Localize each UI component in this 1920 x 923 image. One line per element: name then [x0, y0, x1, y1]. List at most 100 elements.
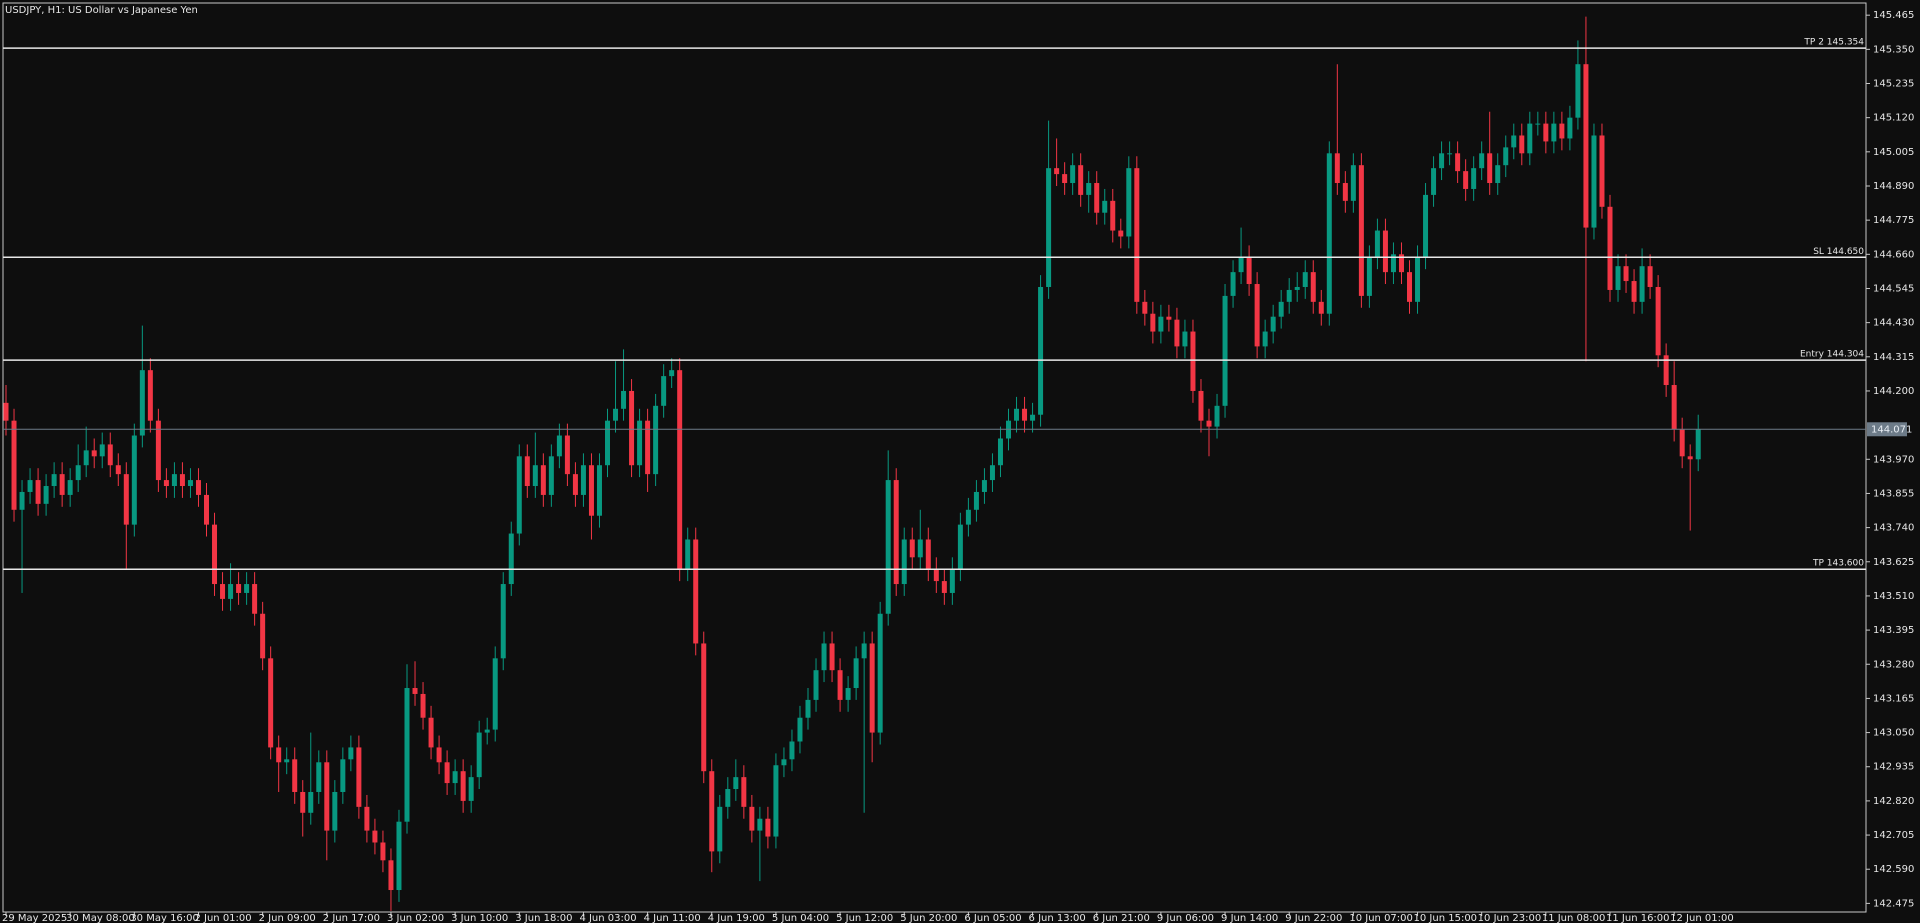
y-tick-label: 143.395	[1873, 625, 1914, 636]
candle-body	[1070, 165, 1076, 184]
candle-body	[268, 658, 274, 748]
candle-body	[925, 539, 931, 570]
y-tick-label: 143.165	[1873, 693, 1914, 704]
candle-body	[51, 474, 57, 487]
candle-body	[444, 762, 450, 784]
candle-body	[1182, 331, 1188, 347]
candle-body	[1254, 284, 1260, 347]
x-tick-label: 5 Jun 20:00	[900, 913, 957, 923]
candle-body	[1487, 153, 1493, 184]
candle-body	[1631, 281, 1637, 302]
candle-body	[989, 465, 995, 481]
y-tick-label: 145.120	[1873, 113, 1914, 124]
candle-body	[11, 420, 17, 510]
candle-body	[308, 791, 314, 813]
candle-body	[228, 584, 234, 599]
x-tick-label: 3 Jun 02:00	[387, 913, 444, 923]
candle-body	[436, 747, 442, 763]
candle-body	[27, 480, 33, 492]
y-tick-label: 144.430	[1873, 318, 1914, 329]
chart-title: USDJPY, H1: US Dollar vs Japanese Yen	[5, 5, 198, 16]
candle-body	[540, 465, 546, 495]
candle-body	[75, 465, 81, 481]
y-tick-label: 142.820	[1873, 796, 1914, 807]
candle-body	[1398, 254, 1404, 273]
candle-body	[1270, 316, 1276, 332]
candle-body	[869, 643, 875, 733]
candle-body	[276, 747, 282, 763]
candle-body	[155, 420, 161, 481]
candle-body	[500, 584, 506, 659]
x-tick-label: 10 Jun 15:00	[1414, 913, 1478, 923]
candle-body	[1062, 174, 1068, 184]
candle-body	[829, 643, 835, 671]
candle-body	[973, 491, 979, 510]
x-tick-label: 2 Jun 09:00	[259, 913, 316, 923]
candle-body	[749, 806, 755, 831]
x-tick-label: 9 Jun 14:00	[1221, 913, 1278, 923]
candle-body	[1559, 123, 1565, 139]
candle-body	[396, 821, 402, 891]
candle-body	[1455, 153, 1461, 172]
candle-body	[564, 435, 570, 475]
candle-body	[1390, 254, 1396, 273]
candle-body	[877, 613, 883, 733]
x-tick-label: 10 Jun 23:00	[1478, 913, 1542, 923]
candle-body	[1262, 331, 1268, 347]
y-tick-label: 142.935	[1873, 762, 1914, 773]
candle-body	[1246, 257, 1252, 285]
candle-body	[725, 789, 731, 807]
candle-body	[596, 465, 602, 516]
candle-body	[1382, 230, 1388, 273]
candle-body	[1567, 117, 1573, 139]
candle-body	[709, 771, 715, 852]
candle-body	[556, 435, 562, 457]
candle-body	[1431, 168, 1437, 195]
candle-body	[364, 806, 370, 831]
candle-body	[187, 480, 193, 487]
candle-body	[1663, 355, 1669, 386]
candle-body	[548, 456, 554, 495]
level-label: Entry 144.304	[1800, 350, 1864, 360]
y-tick-label: 143.280	[1873, 659, 1914, 670]
candle-body	[260, 613, 266, 659]
candle-body	[1615, 266, 1621, 290]
candle-body	[1511, 135, 1517, 148]
y-tick-label: 143.625	[1873, 557, 1914, 568]
candle-body	[163, 480, 169, 487]
y-tick-label: 142.705	[1873, 830, 1914, 841]
candle-body	[997, 438, 1003, 466]
candle-body	[1190, 331, 1196, 391]
candle-body	[757, 818, 763, 831]
candle-body	[789, 741, 795, 760]
candle-body	[412, 688, 418, 694]
x-tick-label: 2 Jun 17:00	[323, 913, 380, 923]
candle-body	[861, 643, 867, 659]
candle-body	[917, 539, 923, 558]
candle-body	[460, 771, 466, 801]
candle-body	[428, 717, 434, 748]
x-tick-label: 6 Jun 05:00	[964, 913, 1021, 923]
y-tick-label: 143.740	[1873, 523, 1914, 534]
x-tick-label: 11 Jun 08:00	[1542, 913, 1606, 923]
candle-body	[468, 777, 474, 801]
candle-body	[1166, 316, 1172, 320]
current-price-label: 144.071	[1871, 424, 1912, 435]
candle-body	[316, 762, 322, 792]
y-tick-label: 144.315	[1873, 352, 1914, 363]
candle-body	[1415, 257, 1421, 302]
candle-body	[484, 729, 490, 733]
candle-body	[67, 480, 73, 495]
candle-body	[284, 759, 290, 763]
candle-body	[1607, 206, 1613, 290]
candle-body	[693, 539, 699, 644]
candle-body	[1423, 194, 1429, 258]
x-tick-label: 3 Jun 10:00	[451, 913, 508, 923]
candle-body	[1519, 135, 1525, 154]
candle-body	[717, 806, 723, 852]
candle-body	[131, 435, 137, 525]
x-tick-label: 12 Jun 01:00	[1670, 913, 1734, 923]
candle-body	[1647, 266, 1653, 287]
y-tick-label: 143.970	[1873, 454, 1914, 465]
